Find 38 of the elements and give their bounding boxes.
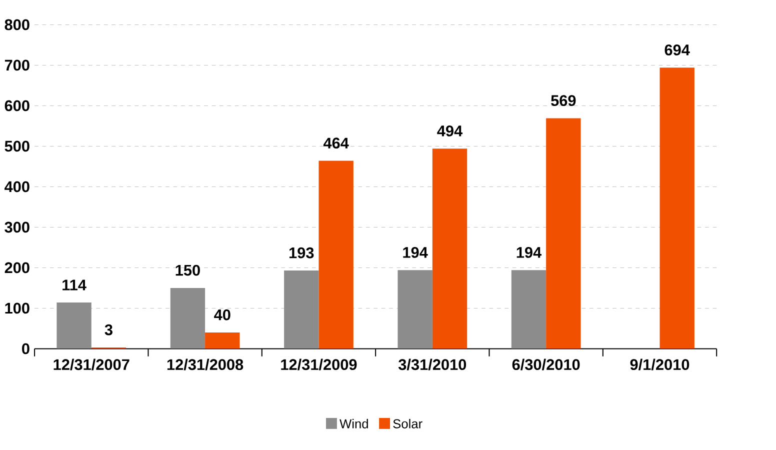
y-tick-label: 400 <box>4 181 30 192</box>
bar <box>546 118 581 349</box>
data-label: 194 <box>403 247 428 258</box>
data-label: 494 <box>437 126 463 136</box>
y-tick-label: 500 <box>4 140 30 152</box>
x-tick-label: 9/1/2010 <box>630 358 690 370</box>
data-label: 3 <box>104 324 112 336</box>
data-label: 464 <box>323 138 349 149</box>
y-tick-label: 800 <box>4 19 30 30</box>
y-tick-label: 200 <box>4 262 30 274</box>
y-tick-label: 100 <box>5 302 30 314</box>
data-label: 569 <box>551 95 576 106</box>
x-tick-label: 12/31/2008 <box>167 358 244 370</box>
x-tick-label: 3/31/2010 <box>398 358 466 370</box>
y-tick-label: 700 <box>4 60 30 71</box>
bar <box>432 148 468 349</box>
legend-label: Solar <box>393 418 422 428</box>
bar <box>56 302 92 349</box>
x-tick-label: 12/31/2009 <box>281 358 357 370</box>
bar <box>318 160 354 349</box>
bar <box>284 270 319 349</box>
bar <box>170 288 206 349</box>
data-label: 40 <box>214 309 230 320</box>
bar <box>205 332 240 349</box>
y-tick-label: 300 <box>4 222 30 233</box>
x-tick-label: 6/30/2010 <box>512 358 580 370</box>
bar <box>398 270 432 349</box>
data-label: 194 <box>516 247 542 258</box>
y-tick-label: 0 <box>22 343 30 354</box>
y-tick-label: 600 <box>4 100 30 112</box>
legend-label: Wind <box>340 418 368 428</box>
bar <box>511 270 546 349</box>
data-label: 694 <box>664 44 690 56</box>
data-label: 150 <box>176 264 200 276</box>
bar <box>660 68 694 349</box>
data-label: 114 <box>62 280 86 290</box>
x-tick-label: 12/31/2007 <box>54 358 130 370</box>
data-label: 193 <box>290 247 314 258</box>
